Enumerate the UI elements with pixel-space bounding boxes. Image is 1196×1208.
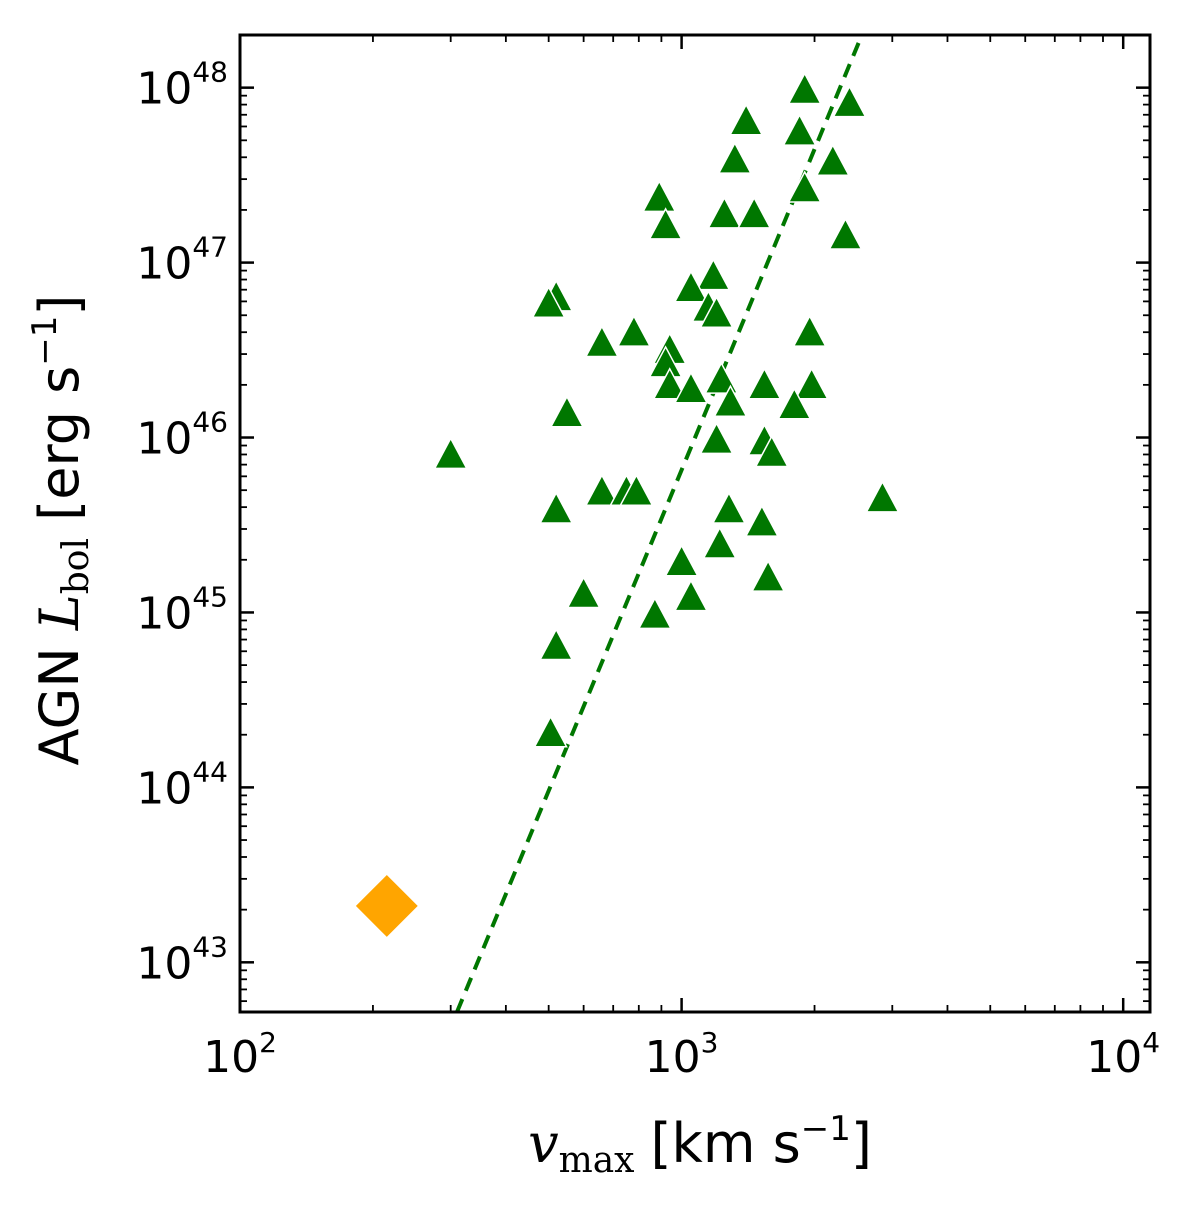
y-tick-exponent: 44 [192, 755, 228, 788]
triangle-point [538, 627, 574, 661]
triangle-point [549, 395, 585, 428]
triangle-point [673, 579, 709, 612]
axis-ticks [238, 34, 1150, 1012]
triangle-point [673, 270, 709, 303]
y-axis-unit-close: ] [28, 295, 91, 316]
triangle-point [637, 596, 673, 630]
triangle-point [744, 504, 780, 537]
triangle-point [717, 141, 753, 174]
triangle-point [782, 113, 817, 146]
y-tick-base: 10 [136, 239, 192, 290]
y-tick-label: 1043 [136, 930, 228, 989]
triangle-point [584, 473, 620, 507]
triangle-point [533, 715, 568, 748]
triangle-point [531, 285, 566, 319]
y-tick-label: 1048 [136, 56, 228, 115]
triangle-point [792, 314, 827, 347]
triangle-point [619, 473, 654, 507]
y-tick-label: 1047 [136, 231, 228, 290]
x-tick-base: 10 [203, 1032, 259, 1083]
x-axis-unit-exp: −1 [801, 1109, 851, 1149]
x-tick-base: 10 [645, 1032, 701, 1083]
x-axis-unit-close: ] [851, 1112, 872, 1175]
triangle-point [696, 258, 731, 291]
diamond-point [353, 872, 420, 940]
triangle-point [584, 324, 620, 358]
triangle-point [664, 544, 699, 577]
y-tick-label: 1046 [136, 406, 228, 465]
triangle-point [433, 436, 468, 470]
triangle-point [787, 170, 822, 203]
triangle-point [702, 526, 737, 559]
x-tick-exponent: 3 [701, 1026, 719, 1059]
y-axis-symbol: L [28, 594, 91, 631]
triangle-point [828, 217, 863, 250]
y-axis-prefix: AGN [28, 630, 91, 765]
x-axis-symbol: v [528, 1112, 559, 1175]
y-tick-base: 10 [136, 414, 192, 465]
x-tick-exponent: 4 [1142, 1026, 1160, 1059]
triangle-point [832, 85, 867, 118]
triangle-point [736, 196, 772, 229]
triangle-point [777, 387, 812, 420]
triangle-point [794, 367, 829, 400]
x-tick-label: 103 [645, 1026, 719, 1083]
y-axis-subscript: bol [56, 538, 97, 594]
triangle-point [648, 207, 683, 240]
y-axis-title: AGN Lbol [erg s−1] [25, 295, 97, 766]
triangle-point [538, 491, 574, 524]
triangle-point [616, 314, 652, 347]
x-tick-base: 10 [1086, 1032, 1142, 1083]
y-tick-base: 10 [136, 763, 192, 814]
y-tick-exponent: 47 [192, 231, 228, 264]
triangle-point [699, 295, 734, 329]
x-axis-unit: [km s [650, 1112, 800, 1175]
y-tick-base: 10 [136, 64, 192, 115]
plot-frame [238, 33, 1152, 1014]
triangle-point [815, 143, 851, 176]
triangle-point [711, 491, 747, 524]
y-axis-unit: [erg s [28, 366, 91, 538]
y-tick-label: 1045 [136, 580, 228, 639]
x-tick-label: 104 [1086, 1026, 1160, 1083]
triangle-point [566, 575, 601, 609]
y-tick-exponent: 46 [192, 406, 228, 439]
triangle-point [641, 179, 677, 213]
y-tick-label: 1044 [136, 755, 228, 814]
x-tick-label: 102 [203, 1026, 277, 1083]
x-axis-subscript: max [559, 1140, 635, 1181]
triangle-point [747, 367, 782, 400]
triangle-point [728, 103, 764, 136]
y-tick-base: 10 [136, 588, 192, 639]
triangle-point [865, 480, 900, 513]
y-tick-exponent: 48 [192, 56, 228, 89]
y-tick-exponent: 45 [192, 580, 228, 613]
data-points [353, 71, 900, 940]
x-axis-title: vmax [km s−1] [528, 1109, 872, 1181]
triangle-point [713, 384, 748, 417]
triangle-point [673, 371, 709, 404]
y-axis-unit-exp: −1 [25, 316, 65, 366]
triangle-point [787, 71, 822, 105]
y-tick-base: 10 [136, 938, 192, 989]
triangle-point [754, 434, 789, 468]
triangle-point [704, 361, 739, 394]
x-tick-exponent: 2 [259, 1026, 277, 1059]
y-tick-exponent: 43 [192, 930, 228, 963]
triangle-point [699, 421, 734, 455]
triangle-point [750, 559, 786, 592]
triangle-point [652, 367, 687, 400]
triangle-point [707, 196, 742, 229]
